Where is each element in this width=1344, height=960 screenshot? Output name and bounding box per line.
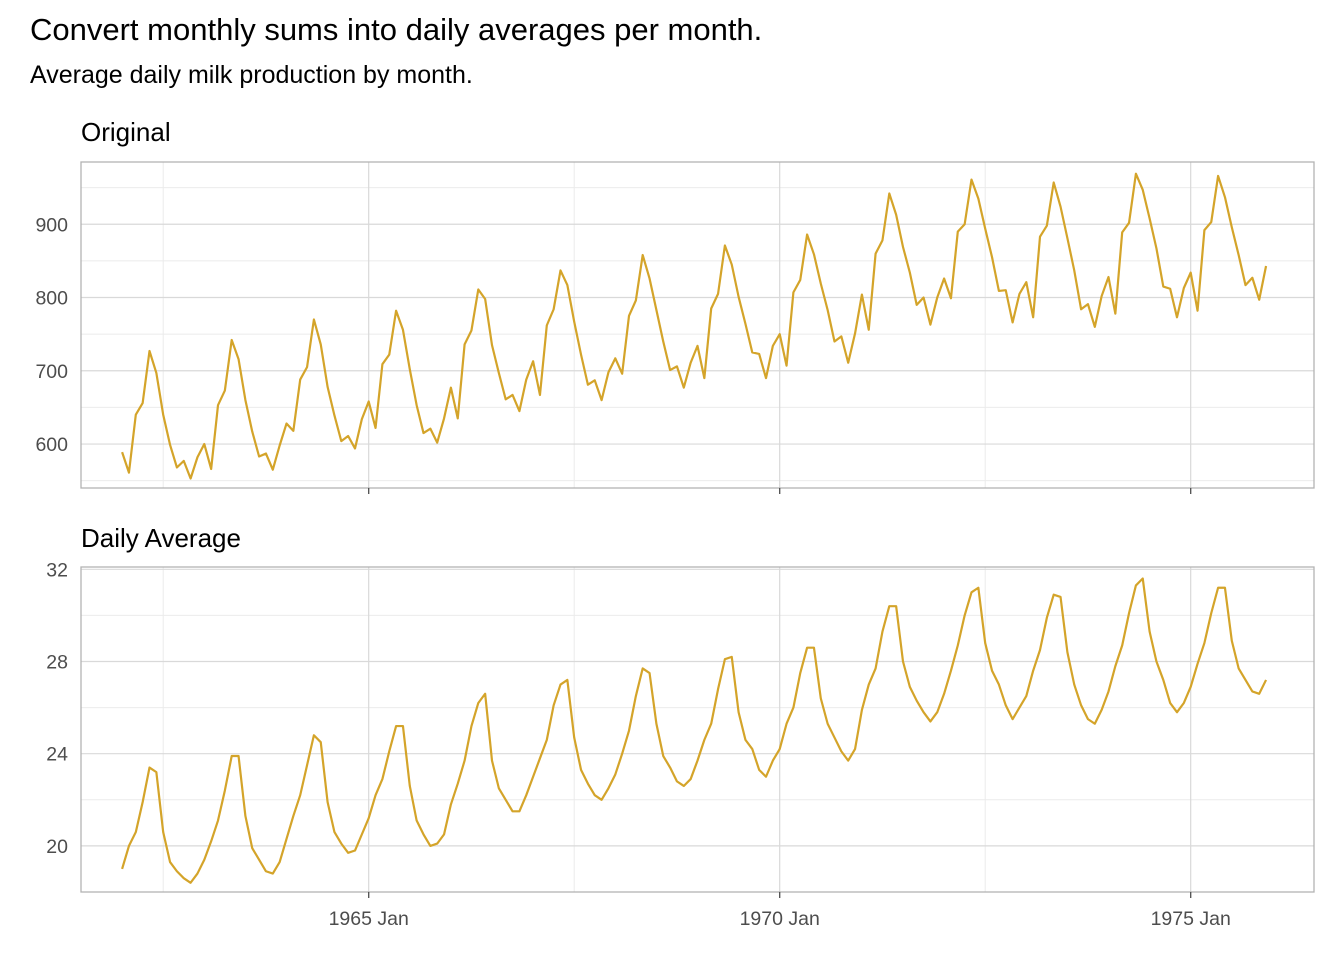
x-tick-label: 1975 Jan — [1151, 908, 1231, 930]
series-line-1 — [121, 172, 1268, 480]
chart-title: Convert monthly sums into daily averages… — [30, 12, 763, 47]
panel-border — [80, 566, 1315, 893]
facet-title: Original — [81, 117, 171, 147]
y-tick-label: 20 — [46, 836, 68, 858]
y-tick-label: 32 — [46, 559, 68, 581]
x-tick-label: 1970 Jan — [740, 908, 820, 930]
y-tick-label: 600 — [35, 434, 68, 456]
chart-subtitle: Average daily milk production by month. — [30, 61, 473, 89]
facet-panel-2: Daily Average 20 24 28 32 1965 Jan 1970 Jan 197… — [46, 523, 1315, 930]
x-tick-label: 1965 Jan — [329, 908, 409, 930]
series-line-1 — [121, 577, 1268, 884]
panel-border — [80, 161, 1315, 489]
facet-title: Daily Average — [81, 523, 241, 553]
y-tick-label: 800 — [35, 288, 68, 310]
facet-panel-1: Original 600 700 800 900 — [35, 117, 1315, 494]
y-tick-label: 900 — [35, 214, 68, 236]
y-tick-label: 700 — [35, 361, 68, 383]
y-tick-label: 28 — [46, 652, 68, 674]
y-tick-label: 24 — [46, 744, 68, 766]
